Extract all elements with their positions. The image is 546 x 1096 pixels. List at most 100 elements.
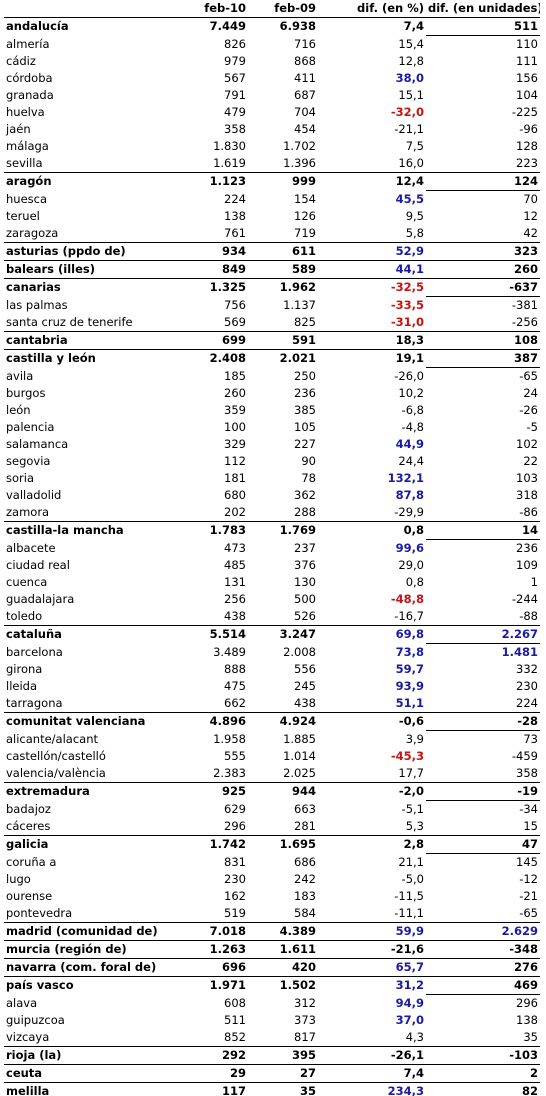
province-row: valladolid 680 362 87,8 318 xyxy=(4,487,540,504)
province-row: tarragona 662 438 51,1 224 xyxy=(4,695,540,713)
row-name: canarias xyxy=(4,278,188,297)
row-name: comunitat valenciana xyxy=(4,712,188,731)
value-feb-09: 1.885 xyxy=(283,731,316,746)
row-name: alava xyxy=(6,995,38,1010)
region-row: rioja (la) 292 395 -26,1 -103 xyxy=(4,1046,540,1065)
value-feb-10: 100 xyxy=(224,420,246,434)
value-feb-09: 1.769 xyxy=(248,521,318,540)
province-row: pontevedra 519 584 -11,1 -65 xyxy=(4,905,540,923)
region-row: galicia 1.742 1.695 2,8 47 xyxy=(4,835,540,854)
region-row: melilla 117 35 234,3 82 xyxy=(4,1082,540,1096)
value-feb-10: 475 xyxy=(224,679,246,693)
value-dif-percent: 5,8 xyxy=(405,226,424,240)
province-row: castellón/castelló 555 1.014 -45,3 -459 xyxy=(4,748,540,765)
value-feb-09: 4.924 xyxy=(248,712,318,731)
row-name: soria xyxy=(6,471,34,485)
value-feb-09: 90 xyxy=(301,454,316,468)
value-feb-10: 1.971 xyxy=(188,976,248,995)
province-row: sevilla 1.619 1.396 16,0 223 xyxy=(4,155,540,173)
province-row: ciudad real 485 376 29,0 109 xyxy=(4,557,540,574)
row-name: balears (illes) xyxy=(4,260,188,279)
value-dif-percent: -29,9 xyxy=(394,505,424,519)
value-feb-10: 662 xyxy=(224,696,246,710)
value-feb-09: 556 xyxy=(294,662,316,676)
value-dif-percent: 10,2 xyxy=(398,386,424,400)
value-feb-09: 2.025 xyxy=(283,766,316,780)
province-row: zamora 202 288 -29,9 -86 xyxy=(4,504,540,522)
value-dif-percent: -16,7 xyxy=(394,609,424,623)
row-name: albacete xyxy=(6,540,56,555)
value-dif-percent: -21,6 xyxy=(318,940,426,959)
province-row: cádiz 979 868 12,8 111 xyxy=(4,53,540,70)
value-feb-10: 1.958 xyxy=(213,731,246,746)
value-feb-10: 1.619 xyxy=(213,156,246,170)
value-dif-percent: -21,1 xyxy=(394,122,424,136)
value-dif-units: 224 xyxy=(426,695,540,713)
value-dif-units: 332 xyxy=(516,662,538,676)
value-dif-units: 318 xyxy=(516,488,538,502)
row-name: sevilla xyxy=(6,156,43,170)
value-feb-09: 589 xyxy=(248,260,318,279)
value-feb-10: 296 xyxy=(224,819,246,833)
row-name: ceuta xyxy=(4,1064,188,1083)
value-feb-10: 138 xyxy=(224,209,246,223)
row-name: lugo xyxy=(6,872,31,886)
value-feb-10: 117 xyxy=(188,1082,248,1096)
region-row: castilla y león 2.408 2.021 19,1 387 xyxy=(4,349,540,368)
value-feb-09: 373 xyxy=(294,1013,316,1027)
value-feb-10: 358 xyxy=(224,122,246,136)
value-feb-09: 500 xyxy=(294,592,316,606)
value-dif-percent: 132,1 xyxy=(387,471,424,485)
data-table: feb-10 feb-09 dif. (en %) dif. (en unida… xyxy=(4,0,540,1096)
region-row: balears (illes) 849 589 44,1 260 xyxy=(4,260,540,279)
value-feb-10: 629 xyxy=(224,801,246,816)
row-name: guipuzcoa xyxy=(6,1013,65,1027)
province-row: guipuzcoa 511 373 37,0 138 xyxy=(4,1012,540,1029)
value-feb-10: 826 xyxy=(224,36,246,51)
value-feb-09: 105 xyxy=(294,420,316,434)
value-dif-units: 2 xyxy=(426,1064,540,1083)
value-dif-units: -256 xyxy=(426,314,540,332)
value-feb-10: 979 xyxy=(224,54,246,68)
value-feb-10: 696 xyxy=(188,958,248,977)
value-dif-percent: 2,8 xyxy=(318,835,426,854)
value-feb-09: 1.014 xyxy=(283,749,316,763)
value-dif-units: -88 xyxy=(426,608,540,626)
row-name: las palmas xyxy=(6,297,68,312)
value-dif-units: 14 xyxy=(426,521,540,540)
value-dif-units: 108 xyxy=(426,331,540,350)
value-feb-09: 611 xyxy=(248,242,318,261)
value-feb-09: 716 xyxy=(294,36,316,51)
value-dif-percent: -0,6 xyxy=(318,712,426,731)
value-feb-09: 6.938 xyxy=(248,17,318,36)
value-feb-10: 29 xyxy=(188,1064,248,1083)
value-dif-units: -244 xyxy=(511,592,538,606)
value-feb-10: 756 xyxy=(224,297,246,312)
value-feb-09: 227 xyxy=(294,437,316,451)
value-dif-units: 145 xyxy=(516,855,538,869)
value-feb-10: 224 xyxy=(224,191,246,206)
value-feb-10: 473 xyxy=(224,540,246,555)
value-feb-09: 817 xyxy=(294,1030,316,1044)
value-feb-10: 1.742 xyxy=(188,835,248,854)
value-dif-percent: 4,3 xyxy=(405,1030,424,1044)
value-dif-units: -459 xyxy=(511,749,538,763)
value-feb-09: 27 xyxy=(248,1064,318,1083)
value-feb-10: 1.263 xyxy=(188,940,248,959)
value-dif-percent: -5,0 xyxy=(401,872,424,886)
region-row: murcia (región de) 1.263 1.611 -21,6 -348 xyxy=(4,940,540,959)
value-feb-09: 1.137 xyxy=(283,297,316,312)
value-dif-units: 276 xyxy=(426,958,540,977)
province-row: barcelona 3.489 2.008 73,8 1.481 xyxy=(4,644,540,662)
value-feb-10: 608 xyxy=(224,995,246,1010)
row-name: ciudad real xyxy=(6,558,70,572)
row-name: zamora xyxy=(6,505,50,519)
value-feb-10: 555 xyxy=(224,749,246,763)
value-dif-units: 73 xyxy=(523,732,538,746)
value-feb-10: 3.489 xyxy=(213,644,246,659)
province-row: almería 826 716 15,4 110 xyxy=(4,36,540,54)
row-name: barcelona xyxy=(6,644,63,659)
value-dif-units: 82 xyxy=(426,1082,540,1096)
value-dif-percent: 69,8 xyxy=(318,625,426,644)
row-name: aragón xyxy=(4,172,188,191)
